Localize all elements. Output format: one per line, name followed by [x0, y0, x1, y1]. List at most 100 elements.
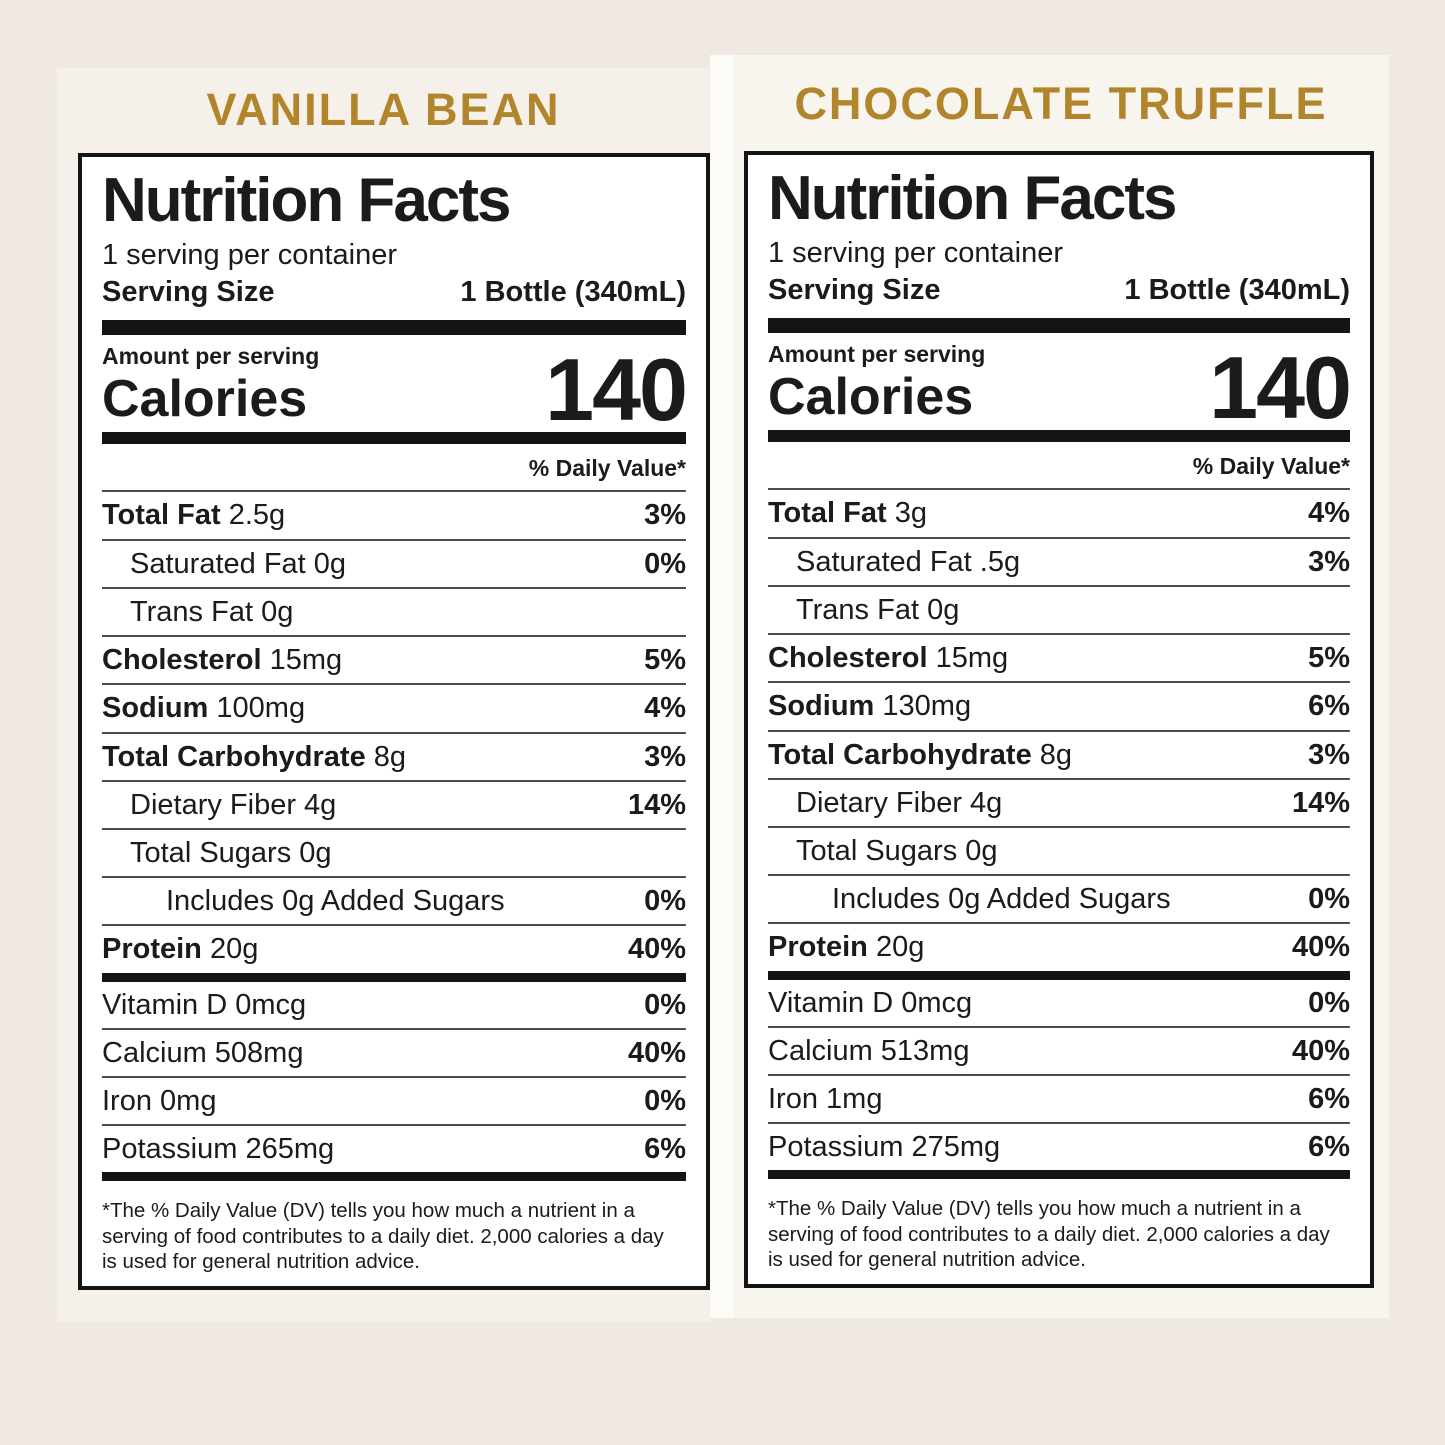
- daily-value-header: % Daily Value*: [528, 455, 686, 482]
- nutrient-percent: 14%: [1291, 786, 1350, 819]
- divider-bar-protein: [102, 972, 686, 982]
- nutrient-row: Protein 20g 40%: [768, 922, 1350, 970]
- calories-block: Amount per serving Calories 140: [768, 338, 1352, 438]
- nutrient-percent: 0%: [644, 988, 686, 1021]
- calories-block: Amount per serving Calories 140: [102, 340, 688, 440]
- nutrient-row: Total Sugars 0g: [768, 825, 1350, 874]
- footnote: *The % Daily Value (DV) tells you how mu…: [102, 1199, 664, 1273]
- nutrient-rows: Total Fat 2.5g 3% Saturated Fat 0g 0% Trans …: [102, 490, 686, 972]
- nutrient-percent: 0%: [644, 885, 686, 918]
- nutrient-row: Dietary Fiber 4g 14%: [768, 777, 1350, 826]
- nutrient-name: Dietary Fiber 4g: [130, 788, 337, 821]
- nutrient-percent: 3%: [644, 740, 686, 773]
- nutrient-row: Total Fat 2.5g 3%: [102, 490, 686, 538]
- calories-value: 140: [545, 340, 688, 440]
- nutrient-name: Includes 0g Added Sugars: [166, 885, 505, 918]
- nutrient-name: Total Sugars 0g: [130, 836, 332, 869]
- nutrient-row: Vitamin D 0mcg 0%: [102, 982, 686, 1028]
- nutrient-name: Saturated Fat 0g: [130, 547, 347, 580]
- nutrient-name: Cholesterol 15mg: [768, 642, 1009, 675]
- nutrient-row: Calcium 513mg 40%: [768, 1025, 1350, 1074]
- nutrient-name: Potassium 265mg: [102, 1133, 335, 1166]
- nutrient-percent: 6%: [1308, 690, 1350, 723]
- nutrient-percent: 0%: [1308, 986, 1350, 1019]
- vitamin-rows: Vitamin D 0mcg 0% Calcium 513mg 40% Iron 1mg…: [768, 980, 1350, 1171]
- nutrient-row: Dietary Fiber 4g 14%: [102, 779, 686, 828]
- amount-per-serving-label: Amount per serving: [102, 342, 320, 369]
- nutrient-percent: 6%: [1308, 1083, 1350, 1116]
- label-heading: Nutrition Facts: [768, 164, 1177, 233]
- nutrient-name: Total Fat 3g: [768, 497, 928, 530]
- nutrient-row: Potassium 265mg 6%: [102, 1124, 686, 1172]
- nutrient-row: Total Carbohydrate 8g 3%: [768, 729, 1350, 778]
- label-heading: Nutrition Facts: [102, 166, 511, 235]
- nutrient-name: Trans Fat 0g: [130, 595, 294, 628]
- nutrient-row: Includes 0g Added Sugars 0%: [768, 874, 1350, 922]
- calories-value: 140: [1209, 338, 1352, 438]
- serving-size-row: Serving Size 1 Bottle (340mL): [102, 274, 686, 311]
- nutrient-name: Calcium 513mg: [768, 1034, 970, 1067]
- nutrient-row: Potassium 275mg 6%: [768, 1122, 1350, 1170]
- flavor-title-chocolate: CHOCOLATE TRUFFLE: [794, 78, 1328, 129]
- divider-bar-medium: [102, 432, 686, 445]
- nutrient-name: Sodium 130mg: [768, 690, 972, 723]
- divider-gap: [710, 55, 733, 1318]
- serving-size-value: 1 Bottle (340mL): [460, 276, 686, 308]
- divider-bar-bottom: [768, 1170, 1350, 1180]
- footnote: *The % Daily Value (DV) tells you how mu…: [768, 1197, 1330, 1271]
- divider-bar-thick: [768, 317, 1350, 333]
- nutrient-name: Protein 20g: [768, 931, 925, 964]
- vitamin-rows: Vitamin D 0mcg 0% Calcium 508mg 40% Iron 0mg…: [102, 982, 686, 1173]
- nutrient-row: Saturated Fat 0g 0%: [102, 538, 686, 587]
- nutrient-percent: 3%: [644, 499, 686, 532]
- calories-label: Calories: [102, 370, 308, 429]
- divider-bar-thick: [102, 319, 686, 335]
- nutrient-row: Trans Fat 0g: [768, 584, 1350, 633]
- servings-per-container: 1 serving per container: [102, 239, 397, 272]
- amount-per-serving-label: Amount per serving: [768, 340, 986, 367]
- nutrient-row: Iron 1mg 6%: [768, 1074, 1350, 1122]
- nutrient-percent: 40%: [1291, 1034, 1350, 1067]
- nutrient-name: Iron 1mg: [768, 1083, 883, 1116]
- nutrient-percent: 5%: [1308, 642, 1350, 675]
- nutrient-row: Sodium 130mg 6%: [768, 681, 1350, 729]
- nutrient-row: Cholesterol 15mg 5%: [768, 633, 1350, 681]
- nutrient-percent: 3%: [1308, 738, 1350, 771]
- nutrient-name: Saturated Fat .5g: [796, 545, 1021, 578]
- servings-per-container: 1 serving per container: [768, 237, 1063, 270]
- nutrient-percent: 0%: [644, 1085, 686, 1118]
- nutrient-name: Total Carbohydrate 8g: [768, 738, 1073, 771]
- nutrient-percent: 14%: [627, 788, 686, 821]
- nutrient-row: Sodium 100mg 4%: [102, 683, 686, 731]
- nutrient-percent: 5%: [644, 644, 686, 677]
- nutrient-row: Total Fat 3g 4%: [768, 488, 1350, 536]
- nutrient-percent: 6%: [1308, 1131, 1350, 1164]
- serving-size-label: Serving Size: [768, 274, 941, 306]
- nutrient-name: Total Carbohydrate 8g: [102, 740, 407, 773]
- nutrient-row: Calcium 508mg 40%: [102, 1027, 686, 1076]
- nutrient-percent: 40%: [627, 1036, 686, 1069]
- calories-left: Amount per serving Calories: [102, 342, 319, 426]
- calories-label: Calories: [768, 368, 974, 427]
- nutrient-percent: 40%: [627, 933, 686, 966]
- divider-bar-medium: [768, 430, 1350, 443]
- flavor-title-vanilla: VANILLA BEAN: [206, 84, 561, 135]
- serving-size-label: Serving Size: [102, 276, 275, 308]
- divider-bar-protein: [768, 970, 1350, 980]
- nutrient-name: Sodium 100mg: [102, 692, 306, 725]
- nutrition-label-vanilla: Nutrition Facts 1 serving per container …: [78, 153, 710, 1290]
- nutrient-name: Calcium 508mg: [102, 1036, 304, 1069]
- daily-value-header: % Daily Value*: [1192, 453, 1350, 480]
- nutrient-name: Protein 20g: [102, 933, 259, 966]
- nutrient-percent: 6%: [644, 1133, 686, 1166]
- nutrient-row: Includes 0g Added Sugars 0%: [102, 876, 686, 924]
- nutrient-name: Dietary Fiber 4g: [796, 786, 1003, 819]
- nutrient-row: Saturated Fat .5g 3%: [768, 536, 1350, 585]
- nutrient-row: Total Sugars 0g: [102, 827, 686, 876]
- nutrient-name: Potassium 275mg: [768, 1131, 1001, 1164]
- nutrient-row: Trans Fat 0g: [102, 586, 686, 635]
- nutrient-name: Cholesterol 15mg: [102, 644, 343, 677]
- nutrient-row: Protein 20g 40%: [102, 924, 686, 972]
- nutrient-row: Cholesterol 15mg 5%: [102, 635, 686, 683]
